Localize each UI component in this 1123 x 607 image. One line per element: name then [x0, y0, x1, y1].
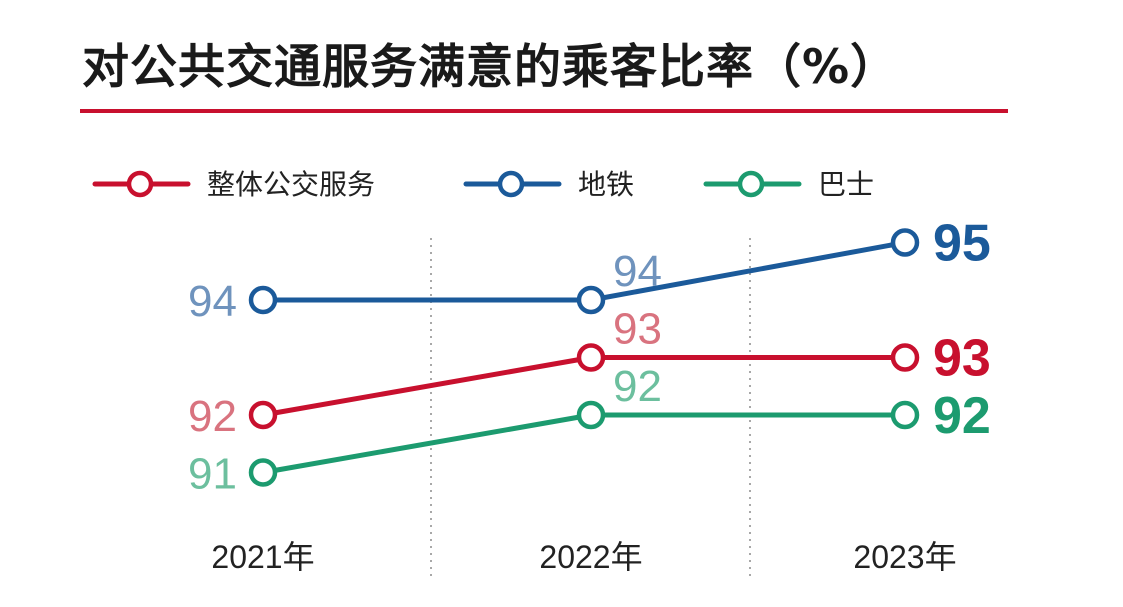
data-label-3-1: 91	[188, 450, 237, 499]
data-label-1-2: 93	[613, 305, 662, 354]
data-point-2-3	[890, 228, 920, 257]
x-tick-label-1: 2021年	[211, 539, 314, 575]
legend-marker-1	[126, 170, 154, 198]
data-label-1-1: 92	[188, 392, 237, 441]
data-point-2-2	[576, 285, 606, 315]
legend-label-2: 地铁	[578, 168, 634, 201]
legend-marker-2	[497, 170, 525, 198]
data-label-2-2: 94	[613, 247, 662, 296]
data-point-3-1	[248, 458, 278, 487]
x-tick-label-2: 2022年	[539, 539, 642, 575]
data-label-3-2: 92	[613, 362, 662, 411]
data-label-1-3: 93	[933, 330, 991, 388]
legend-marker-3	[737, 170, 765, 198]
data-point-1-2	[576, 343, 606, 372]
data-point-1-1	[248, 400, 278, 430]
data-label-2-1: 94	[188, 277, 237, 326]
data-label-3-3: 92	[933, 387, 991, 445]
data-point-1-3	[890, 343, 920, 372]
data-point-3-2	[576, 400, 606, 430]
grid-lines	[430, 238, 751, 580]
legend-label-3: 巴士	[818, 168, 874, 201]
data-point-3-3	[890, 400, 920, 430]
data-point-2-1	[248, 285, 278, 315]
legend: 整体公交服务 地铁 巴士	[92, 168, 874, 201]
chart-title: 对公共交通服务满意的乘客比率（%）	[82, 40, 899, 95]
legend-label-1: 整体公交服务	[207, 168, 375, 201]
series-group	[248, 228, 920, 487]
x-axis: 2021年 2022年 2023年	[211, 539, 956, 575]
x-tick-label-3: 2023年	[853, 539, 956, 575]
data-label-2-3: 95	[933, 215, 991, 273]
title-underline	[80, 109, 1008, 113]
